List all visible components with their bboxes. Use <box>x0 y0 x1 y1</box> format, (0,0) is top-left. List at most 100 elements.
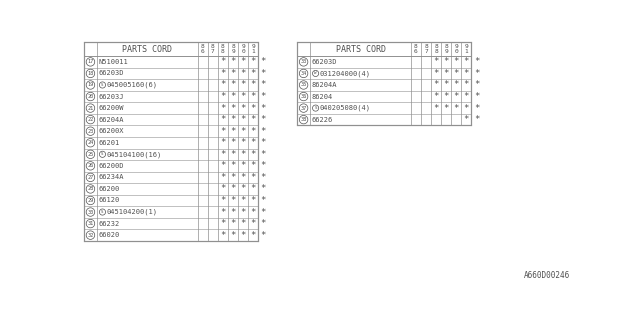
Text: 20: 20 <box>87 94 93 99</box>
Text: 66232: 66232 <box>99 220 120 227</box>
Text: A660D00246: A660D00246 <box>524 271 570 280</box>
Text: 9
0: 9 0 <box>454 44 458 54</box>
Text: *: * <box>250 92 256 101</box>
Text: 32: 32 <box>87 233 93 238</box>
Text: 27: 27 <box>87 175 93 180</box>
Circle shape <box>86 162 95 170</box>
Text: *: * <box>241 92 246 101</box>
Text: 22: 22 <box>87 117 93 122</box>
Circle shape <box>86 92 95 101</box>
Text: *: * <box>444 81 449 90</box>
Circle shape <box>99 82 106 88</box>
Text: 21: 21 <box>87 106 93 111</box>
Text: PARTS CORD: PARTS CORD <box>335 45 385 54</box>
Text: *: * <box>250 208 256 217</box>
Text: *: * <box>241 138 246 147</box>
Circle shape <box>86 196 95 205</box>
Text: 66234A: 66234A <box>99 174 124 180</box>
Text: *: * <box>220 127 226 136</box>
Circle shape <box>86 231 95 239</box>
Circle shape <box>86 173 95 182</box>
Text: *: * <box>230 219 236 228</box>
Text: *: * <box>220 184 226 193</box>
Text: *: * <box>444 104 449 113</box>
Text: *: * <box>260 161 266 170</box>
Text: *: * <box>241 173 246 182</box>
Text: 66120: 66120 <box>99 197 120 204</box>
Text: W: W <box>314 71 317 76</box>
Text: 36: 36 <box>300 94 307 99</box>
Text: *: * <box>220 57 226 66</box>
Circle shape <box>86 150 95 158</box>
Text: *: * <box>250 104 256 113</box>
Text: *: * <box>230 208 236 217</box>
Text: *: * <box>260 92 266 101</box>
Circle shape <box>300 81 308 89</box>
Text: 28: 28 <box>87 187 93 191</box>
Text: *: * <box>241 57 246 66</box>
Text: 38: 38 <box>300 117 307 122</box>
Text: *: * <box>463 69 469 78</box>
Circle shape <box>312 105 319 111</box>
Text: *: * <box>260 57 266 66</box>
Text: PARTS CORD: PARTS CORD <box>122 45 172 54</box>
Text: *: * <box>230 138 236 147</box>
Text: *: * <box>433 81 439 90</box>
Text: *: * <box>241 150 246 159</box>
Text: *: * <box>260 104 266 113</box>
Text: 23: 23 <box>87 129 93 134</box>
Text: *: * <box>250 184 256 193</box>
Text: *: * <box>260 138 266 147</box>
Text: *: * <box>220 231 226 240</box>
Text: *: * <box>454 104 459 113</box>
Text: *: * <box>220 196 226 205</box>
Text: 34: 34 <box>300 71 307 76</box>
Text: 66020: 66020 <box>99 232 120 238</box>
Text: *: * <box>433 104 439 113</box>
Text: *: * <box>463 92 469 101</box>
Text: 31: 31 <box>87 221 93 226</box>
Text: *: * <box>230 81 236 90</box>
Text: *: * <box>250 219 256 228</box>
Text: 045104100(16): 045104100(16) <box>106 151 161 157</box>
Circle shape <box>86 208 95 216</box>
Text: *: * <box>260 81 266 90</box>
Text: *: * <box>220 208 226 217</box>
Text: 66203D: 66203D <box>312 59 337 65</box>
Circle shape <box>86 139 95 147</box>
Bar <box>297 42 472 125</box>
Text: *: * <box>230 57 236 66</box>
Text: 8
8: 8 8 <box>221 44 225 54</box>
Text: *: * <box>241 115 246 124</box>
Text: 9
1: 9 1 <box>252 44 255 54</box>
Text: 86204A: 86204A <box>312 82 337 88</box>
Text: *: * <box>220 138 226 147</box>
Text: 040205080(4): 040205080(4) <box>319 105 371 111</box>
Text: *: * <box>220 173 226 182</box>
Text: *: * <box>241 231 246 240</box>
Text: 8
9: 8 9 <box>231 44 235 54</box>
Text: 86204: 86204 <box>312 93 333 100</box>
Circle shape <box>300 92 308 101</box>
Text: *: * <box>230 196 236 205</box>
Text: *: * <box>474 115 479 124</box>
Text: *: * <box>474 92 479 101</box>
Text: 66203J: 66203J <box>99 93 124 100</box>
Text: *: * <box>250 231 256 240</box>
Circle shape <box>86 58 95 66</box>
Text: *: * <box>463 115 469 124</box>
Circle shape <box>300 104 308 112</box>
Text: *: * <box>230 115 236 124</box>
Text: N510011: N510011 <box>99 59 129 65</box>
Text: 17: 17 <box>87 60 93 64</box>
Text: 66204A: 66204A <box>99 116 124 123</box>
Text: 24: 24 <box>87 140 93 145</box>
Text: *: * <box>230 150 236 159</box>
Text: *: * <box>241 81 246 90</box>
Text: *: * <box>241 208 246 217</box>
Text: 045005160(6): 045005160(6) <box>106 82 157 88</box>
Text: 66200X: 66200X <box>99 128 124 134</box>
Text: *: * <box>454 69 459 78</box>
Text: *: * <box>220 69 226 78</box>
Text: *: * <box>444 57 449 66</box>
